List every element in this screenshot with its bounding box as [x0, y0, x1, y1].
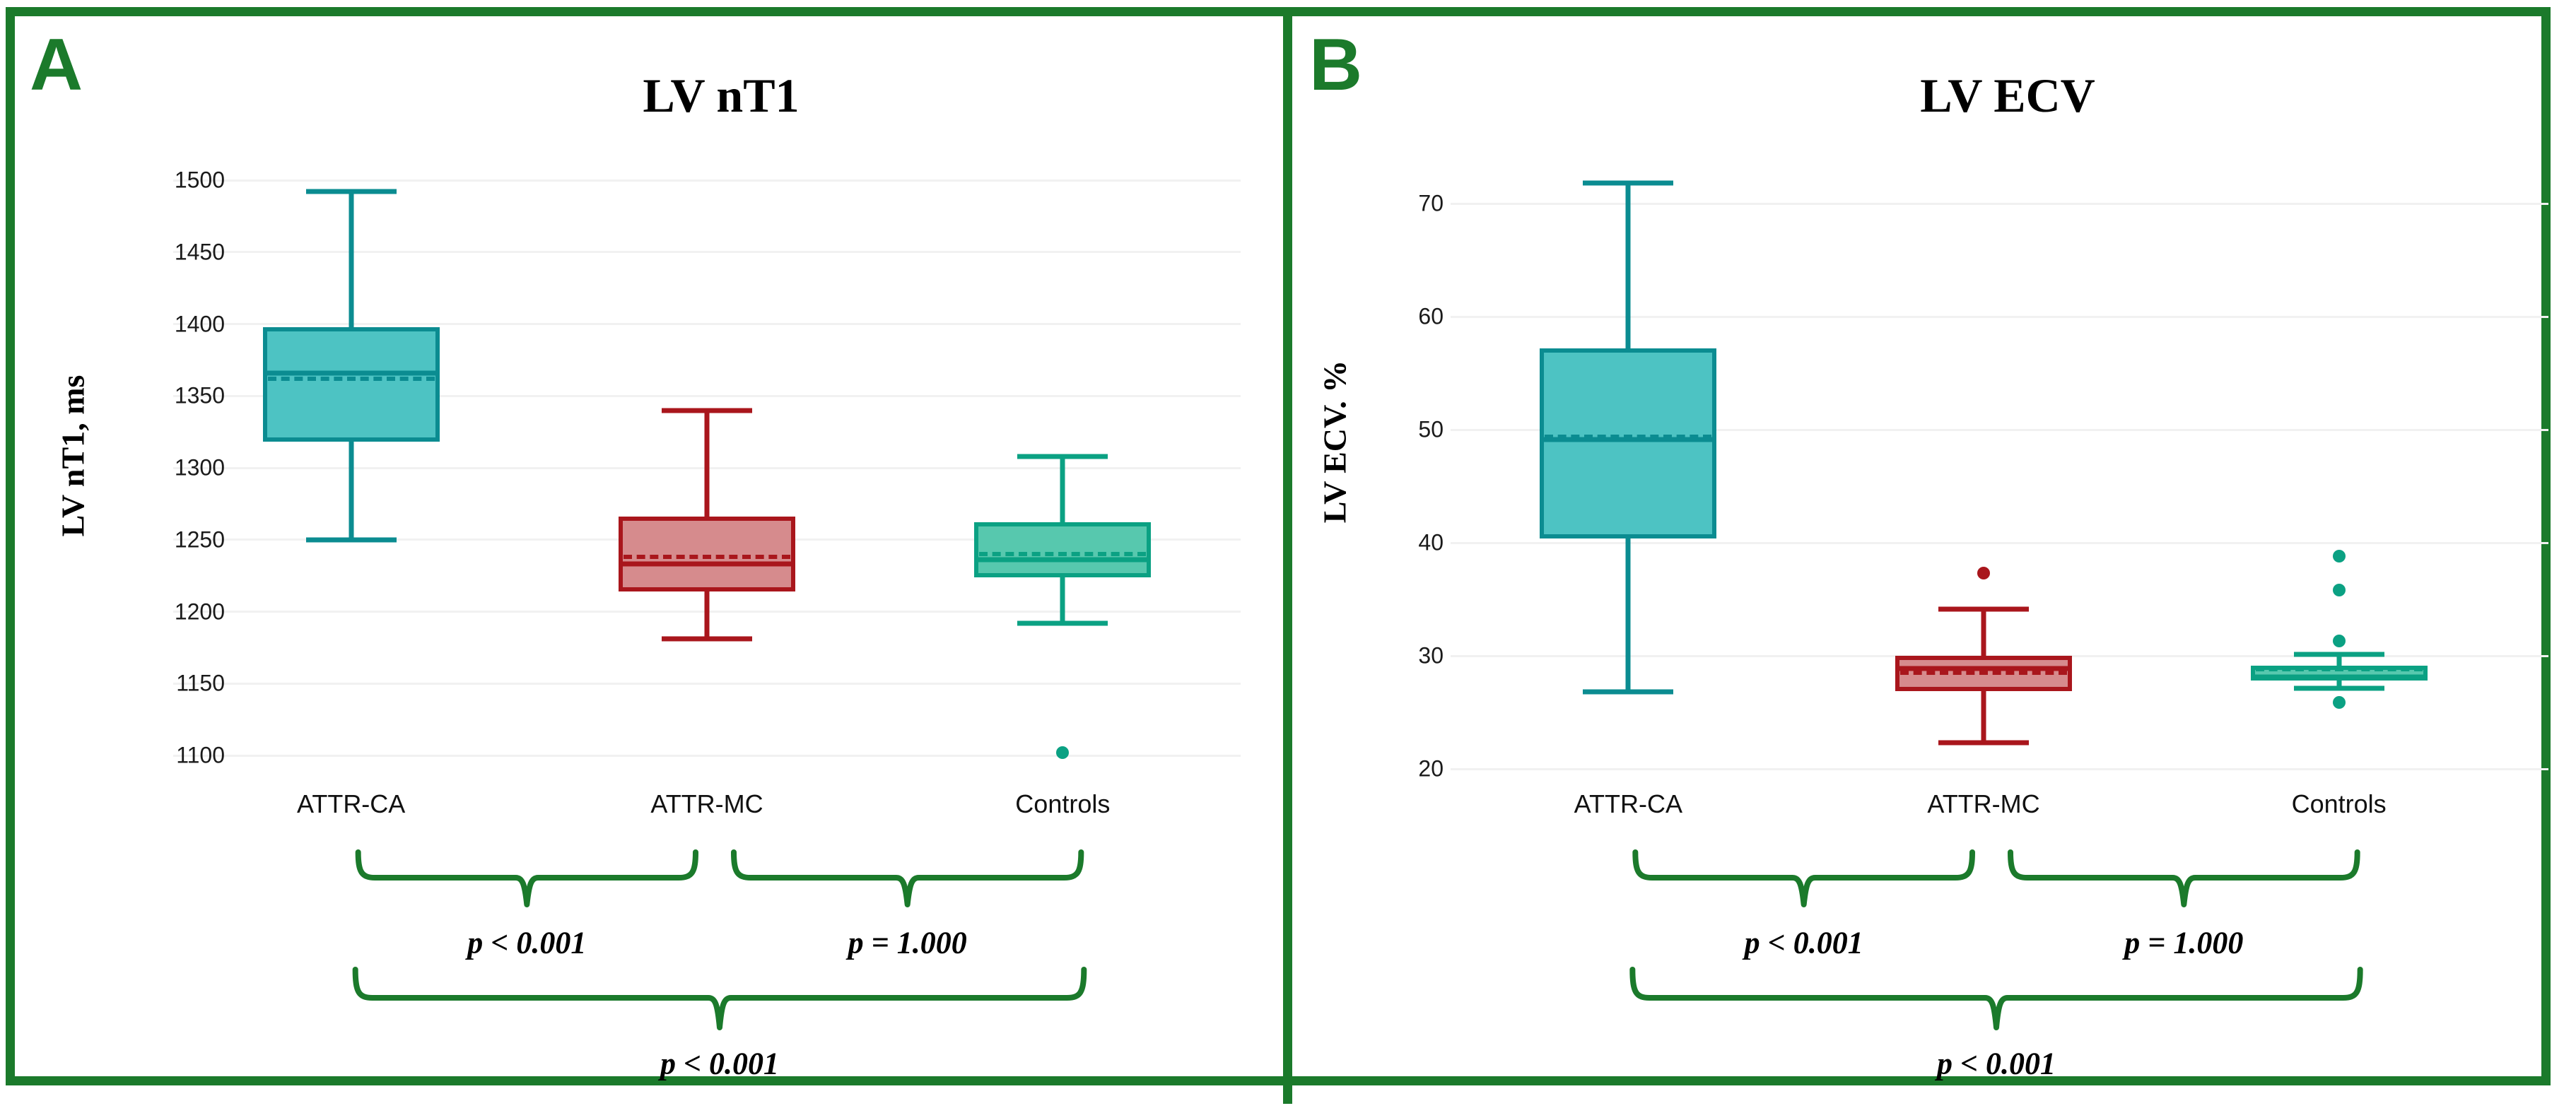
gridline [1451, 202, 2548, 205]
y-tick-label: 1200 [174, 599, 225, 624]
panel-a-letter: A [30, 24, 83, 106]
whisker-cap [305, 537, 397, 543]
mean-line [623, 555, 790, 560]
mean-line [1900, 671, 2067, 675]
box-attr-ca [1540, 348, 1717, 538]
whisker-cap [1938, 606, 2029, 612]
gridline [1451, 767, 2548, 770]
gridline [173, 251, 1241, 254]
y-tick-label: 1400 [174, 311, 225, 336]
mean-line [1545, 434, 1712, 439]
box-controls [974, 522, 1152, 577]
x-category-label: ATTR-CA [1574, 789, 1682, 818]
y-tick-label: 60 [1418, 303, 1444, 329]
gridline [1451, 541, 2548, 544]
y-tick-label: 40 [1418, 529, 1444, 555]
median-line [1540, 437, 1717, 442]
y-tick-label: 1450 [174, 239, 225, 265]
y-tick-label: 20 [1418, 755, 1444, 782]
outlier-dot [1056, 746, 1070, 759]
panel-b-y-axis-title: LV ECV. % [1316, 360, 1353, 524]
outlier-dot [1977, 567, 1990, 580]
whisker-cap [2293, 685, 2384, 691]
y-tick-label: 1350 [174, 382, 225, 408]
box-attr-mc [619, 517, 795, 591]
x-category-label: Controls [2291, 789, 2387, 818]
p-value-label: p = 1.000 [2124, 925, 2244, 960]
whisker-cap [1938, 740, 2029, 746]
outlier-dot [2332, 635, 2346, 648]
y-tick-label: 70 [1418, 190, 1444, 216]
p-value-label: p < 0.001 [1744, 925, 1863, 960]
x-category-label: Controls [1015, 789, 1111, 818]
whisker-cap [662, 408, 752, 413]
panel-b-letter: B [1309, 24, 1363, 106]
x-category-label: ATTR-MC [650, 789, 763, 818]
panel-a-title: LV nT1 [643, 69, 800, 122]
panel-divider [1283, 7, 1292, 1104]
p-value-label: p < 0.001 [467, 925, 587, 960]
gridline [173, 682, 1241, 685]
gridline [173, 179, 1241, 182]
y-tick-label: 30 [1418, 642, 1444, 669]
gridline [1451, 315, 2548, 318]
whisker-cap [305, 189, 397, 194]
y-tick-label: 1100 [176, 742, 225, 768]
whisker-cap [2293, 652, 2384, 657]
panel-a-y-axis-title: LV nT1, ms [54, 375, 91, 537]
panel-b-title: LV ECV [1920, 69, 2095, 122]
y-tick-label: 1300 [174, 454, 225, 481]
gridline [173, 754, 1241, 757]
figure-frame [6, 7, 2551, 1085]
y-tick-label: 50 [1418, 416, 1444, 442]
mean-line [2255, 667, 2423, 672]
outlier-dot [2332, 550, 2346, 563]
y-tick-label: 1250 [174, 526, 225, 553]
mean-line [979, 552, 1147, 557]
median-line [619, 561, 795, 567]
whisker-cap [1583, 180, 1674, 186]
whisker-cap [1017, 620, 1108, 626]
whisker-cap [1017, 454, 1108, 459]
median-line [262, 370, 440, 376]
outlier-dot [2332, 695, 2346, 709]
median-line [974, 557, 1152, 563]
median-line [2250, 674, 2428, 680]
gridline [1451, 428, 2548, 431]
median-line [1895, 666, 2072, 671]
mean-line [267, 376, 435, 381]
y-tick-label: 1150 [176, 670, 225, 696]
outlier-dot [2332, 584, 2346, 597]
p-value-label: p < 0.001 [660, 1046, 780, 1081]
x-category-label: ATTR-CA [296, 789, 406, 818]
whisker-cap [1583, 689, 1674, 695]
p-value-label: p = 1.000 [848, 925, 967, 960]
y-tick-label: 1500 [174, 167, 225, 193]
p-value-label: p < 0.001 [1936, 1046, 2056, 1081]
whisker-cap [662, 636, 752, 642]
gridline [173, 323, 1241, 325]
x-category-label: ATTR-MC [1927, 789, 2040, 818]
box-attr-ca [262, 326, 440, 442]
gridline [173, 394, 1241, 397]
